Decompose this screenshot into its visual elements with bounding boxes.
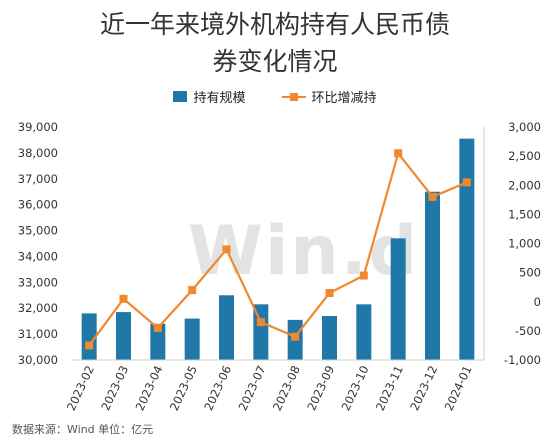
x-tick-label: 2023-11 xyxy=(373,363,406,412)
y-right-tick-label: 500 xyxy=(519,266,541,280)
chart-title-line1: 近一年来境外机构持有人民币债 xyxy=(99,10,450,39)
y-right-tick-label: 1,500 xyxy=(508,207,541,221)
bar xyxy=(116,312,131,360)
bar xyxy=(459,138,475,360)
legend-bar-swatch xyxy=(173,91,188,102)
bar xyxy=(425,191,440,360)
source-note: 数据来源：Wind 单位：亿元 xyxy=(12,423,154,436)
y-left-tick-label: 32,000 xyxy=(18,301,58,315)
x-tick-label: 2023-10 xyxy=(339,363,372,412)
line-marker xyxy=(188,286,197,295)
x-tick-label: 2023-04 xyxy=(133,363,166,412)
line-marker xyxy=(256,318,265,327)
x-tick-label: 2023-06 xyxy=(201,363,234,412)
line-marker xyxy=(153,323,162,332)
y-left-tick-label: 31,000 xyxy=(18,327,58,341)
line-marker xyxy=(291,332,300,341)
x-tick-label: 2023-09 xyxy=(304,363,337,412)
y-left-tick-label: 36,000 xyxy=(18,198,58,212)
x-tick-label: 2024-01 xyxy=(442,363,475,412)
bar xyxy=(390,238,406,360)
x-tick-label: 2023-05 xyxy=(167,363,200,412)
legend-line-swatch xyxy=(281,91,306,102)
x-tick-label: 2023-08 xyxy=(270,363,303,412)
line-marker xyxy=(119,294,128,303)
legend-item-holding: 持有规模 xyxy=(173,87,246,106)
x-tick-label: 2023-12 xyxy=(407,363,440,412)
line-marker xyxy=(325,289,334,298)
y-right-tick-label: -1,000 xyxy=(504,353,541,367)
y-left-tick-label: 34,000 xyxy=(18,249,58,263)
y-right-tick-label: 1,000 xyxy=(508,237,541,251)
line-marker xyxy=(222,245,231,254)
chart-title-line2: 券变化情况 xyxy=(212,47,338,76)
y-left-tick-label: 33,000 xyxy=(18,275,58,289)
legend-label-holding: 持有规模 xyxy=(193,91,246,106)
x-tick-label: 2023-02 xyxy=(64,363,97,412)
legend-item-change: 环比增减持 xyxy=(281,87,377,106)
line-marker xyxy=(394,149,403,158)
y-right-tick-label: 2,500 xyxy=(508,149,541,163)
y-left-tick-label: 30,000 xyxy=(18,353,58,367)
y-left-tick-label: 35,000 xyxy=(18,224,58,238)
x-tick-label: 2023-07 xyxy=(236,363,269,412)
y-left-tick-label: 37,000 xyxy=(18,172,58,186)
line-marker xyxy=(462,178,471,187)
bar xyxy=(356,304,372,360)
y-left-tick-label: 38,000 xyxy=(18,146,58,160)
bar xyxy=(150,323,166,360)
bar xyxy=(322,315,337,360)
line-marker xyxy=(428,192,437,201)
y-right-tick-label: -500 xyxy=(515,324,541,338)
y-right-tick-label: 2,000 xyxy=(508,178,541,192)
y-right-tick-label: 0 xyxy=(534,295,541,309)
series-line xyxy=(88,150,468,347)
x-tick-label: 2023-03 xyxy=(98,363,131,412)
line-marker xyxy=(85,341,94,350)
y-left-tick-label: 39,000 xyxy=(18,120,58,134)
y-right-tick-label: 3,000 xyxy=(508,120,541,134)
legend: 持有规模 环比增减持 xyxy=(0,87,550,106)
legend-label-change: 环比增减持 xyxy=(311,91,377,106)
bar xyxy=(219,295,234,360)
line-marker xyxy=(359,271,368,280)
chart-title: 近一年来境外机构持有人民币债 券变化情况 xyxy=(0,6,550,80)
bar xyxy=(184,318,200,360)
